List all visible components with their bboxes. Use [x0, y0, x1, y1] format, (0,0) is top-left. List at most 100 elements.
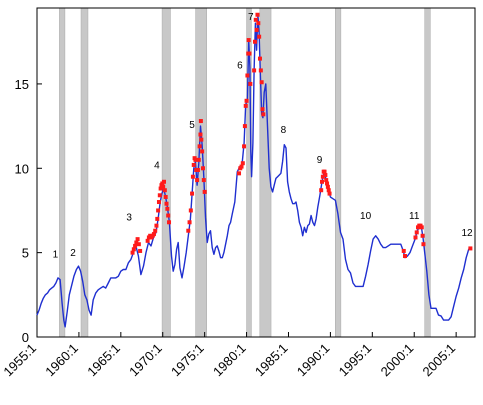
recession-bands	[59, 7, 431, 338]
highlight-marker	[130, 250, 135, 255]
highlight-marker	[156, 200, 161, 205]
x-tick-label: 1975:1	[168, 341, 207, 380]
y-tick-label: 5	[22, 246, 29, 261]
highlight-marker	[196, 157, 201, 162]
highlight-marker	[191, 162, 196, 167]
highlight-marker	[164, 201, 169, 206]
highlight-marker	[324, 178, 329, 183]
peak-label: 10	[360, 211, 372, 222]
recession-band	[195, 7, 208, 338]
highlight-marker	[162, 188, 167, 193]
peak-label: 7	[248, 12, 254, 23]
y-tick-label: 0	[22, 330, 29, 345]
highlight-marker	[158, 186, 163, 191]
highlight-marker	[135, 237, 140, 242]
highlight-marker	[237, 171, 242, 176]
highlight-marker	[154, 223, 159, 228]
highlight-marker	[255, 12, 260, 17]
highlight-marker	[326, 188, 331, 193]
highlight-marker	[260, 107, 265, 112]
highlight-marker	[247, 51, 252, 56]
highlight-marker	[195, 178, 200, 183]
x-tick-label: 2005:1	[420, 341, 459, 380]
peak-label: 1	[53, 250, 59, 261]
highlight-marker	[413, 235, 418, 240]
highlight-marker	[401, 248, 406, 253]
highlight-marker	[166, 213, 171, 218]
highlight-marker	[252, 39, 257, 44]
x-tick-label: 1980:1	[210, 341, 249, 380]
peak-label: 12	[461, 228, 473, 239]
recession-band	[80, 7, 89, 338]
highlight-marker	[190, 174, 195, 179]
highlight-marker	[134, 240, 139, 245]
x-tick-label: 1995:1	[336, 341, 375, 380]
highlight-marker	[403, 254, 408, 259]
highlight-marker	[195, 167, 200, 172]
plot-frame	[36, 7, 476, 338]
highlight-marker	[198, 132, 203, 137]
highlight-marker	[240, 161, 245, 166]
highlight-marker	[188, 208, 193, 213]
peak-label: 9	[317, 155, 323, 166]
highlight-marker	[325, 184, 330, 189]
highlight-marker	[136, 242, 141, 247]
highlight-marker	[202, 189, 207, 194]
highlight-marker	[133, 243, 138, 248]
highlight-marker	[163, 194, 168, 199]
highlight-marker	[200, 166, 205, 171]
peak-label: 11	[409, 211, 420, 222]
highlight-marker	[253, 17, 258, 22]
highlight-marker	[156, 208, 161, 213]
highlight-marker	[419, 225, 424, 230]
highlight-marker	[257, 56, 262, 61]
highlight-marker	[198, 119, 203, 124]
y-tick-label: 10	[15, 161, 29, 176]
highlight-marker	[131, 247, 136, 252]
y-tick-label: 15	[15, 77, 29, 92]
highlight-marker	[243, 103, 248, 108]
highlight-marker	[239, 164, 244, 169]
x-axis: 1955:1 1960:1 1965:1 1970:1 1975:1 1980:1 1985…	[0, 332, 458, 379]
highlight-marker	[259, 80, 264, 85]
highlight-marker	[248, 81, 253, 86]
x-tick-label: 1955:1	[0, 341, 39, 380]
highlight-marker	[242, 124, 247, 129]
recession-band	[161, 7, 171, 338]
x-tick-label: 1990:1	[294, 341, 333, 380]
highlight-marker	[325, 181, 330, 186]
recession-band	[335, 7, 342, 338]
highlight-marker	[201, 178, 206, 183]
highlight-marker	[320, 179, 325, 184]
peak-label: 3	[126, 213, 132, 224]
recession-band	[424, 7, 431, 338]
highlight-marker	[145, 238, 150, 243]
x-tick-label: 1965:1	[84, 341, 123, 380]
x-tick-label: 1960:1	[42, 341, 81, 380]
peak-label: 8	[281, 125, 287, 136]
highlight-marker	[468, 246, 473, 251]
highlight-marker	[322, 169, 327, 174]
highlight-marker	[254, 27, 259, 32]
x-tick-label: 1985:1	[252, 341, 291, 380]
peak-label: 6	[237, 61, 243, 72]
highlight-marker	[190, 191, 195, 196]
x-tick-label: 2000:1	[378, 341, 417, 380]
highlight-marker	[199, 137, 204, 142]
highlight-marker	[153, 228, 158, 233]
highlight-marker	[258, 68, 263, 73]
highlight-marker	[257, 34, 262, 39]
highlight-marker	[167, 220, 172, 225]
highlight-marker	[421, 242, 426, 247]
peak-label: 4	[154, 160, 160, 171]
highlight-marker	[256, 21, 261, 26]
highlight-marker	[244, 98, 249, 103]
highlight-marker	[420, 233, 425, 238]
highlight-marker	[151, 232, 156, 237]
highlight-marker	[200, 149, 205, 154]
y-axis: 0 5 10 15	[15, 77, 42, 345]
highlight-marker	[245, 73, 250, 78]
peak-label: 5	[189, 120, 195, 131]
